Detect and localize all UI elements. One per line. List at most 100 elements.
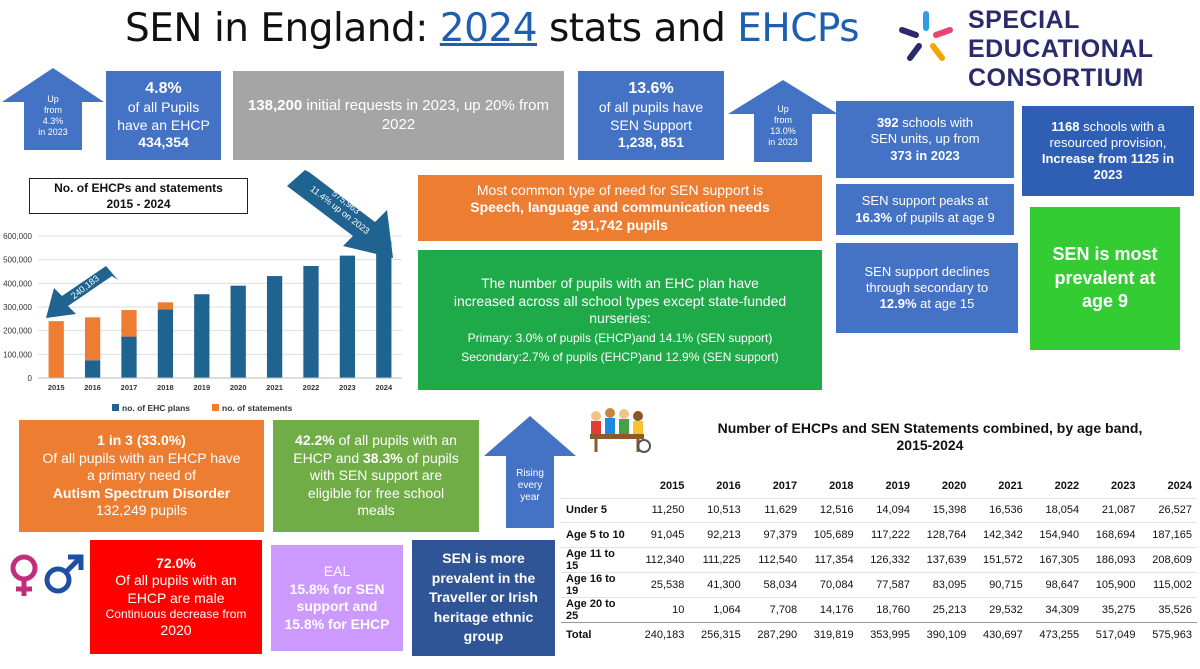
table-header-row: 2015 2016 2017 2018 2019 2020 2021 2022 … [561,474,1197,498]
table-cell: 18,054 [1027,497,1085,523]
row-label: Total [561,621,633,647]
bar-no-of-ehc-plans [121,336,137,378]
column-header: 2022 [1054,479,1080,492]
sen-peak-box: SEN support peaks at 16.3% of pupils at … [836,184,1014,235]
title-year: 2024 [439,6,538,51]
table-cell: 11,629 [745,497,803,523]
column-header: 2024 [1167,479,1192,492]
bar-no-of-statements [48,321,64,378]
column-header: 2016 [716,479,741,492]
table-cell: 7,708 [745,596,803,623]
table-cell: 35,526 [1140,596,1197,623]
table-row: Age 11 to 15 112,340 111,225 112,540 117,354… [561,546,1197,573]
table-cell: 10,513 [689,497,746,523]
table-cell: 353,995 [858,621,915,647]
table-cell: 15,398 [914,497,972,523]
table-cell: 14,176 [802,596,859,623]
x-tick-label: 2019 [193,383,210,392]
x-tick-label: 2018 [157,383,174,392]
table-cell: 29,532 [971,596,1028,623]
table-cell: 10 [633,596,690,623]
bar-no-of-ehc-plans [339,255,356,378]
legend-label: no. of statements [222,403,293,413]
column-header: 2021 [998,479,1023,492]
bar-no-of-ehc-plans [230,285,246,378]
table-cell: 575,963 [1140,621,1197,647]
table-cell: 58,034 [745,571,803,598]
table-cell: 12,516 [802,497,859,523]
sen-units-box: 392 schools with SEN units, up from 373 … [836,101,1014,178]
initial-requests-box: 138,200 initial requests in 2023, up 20%… [233,71,564,160]
table-cell: 168,694 [1084,522,1141,548]
table-row: Under 5 11,250 10,513 11,629 12,516 14,094 15,… [561,497,1197,523]
table-cell: 1,064 [689,596,746,623]
table-cell: 208,609 [1140,546,1197,573]
most-prevalent-age-box: SEN is most prevalent at age 9 [1030,207,1180,350]
chart-title: No. of EHCPs and statements 2015 - 2024 [29,178,248,214]
x-tick-label: 2023 [339,383,356,392]
table-cell: 473,255 [1027,621,1085,647]
column-header: 2017 [772,479,798,492]
table-cell: 112,340 [633,546,690,573]
table-cell: 105,900 [1084,571,1141,598]
table-cell: 91,045 [633,522,690,548]
table-cell: 137,639 [914,546,972,573]
resourced-provision-box: 1168 schools with a resourced provision,… [1022,106,1194,196]
star-burst-icon [899,11,953,61]
table-cell: 390,109 [914,621,972,647]
table-cell: 430,697 [971,621,1028,647]
column-header: 2019 [885,479,910,492]
x-tick-label: 2016 [84,383,101,392]
table-cell: 41,300 [689,571,746,598]
y-tick-label: 600,000 [3,232,32,241]
table-cell: 256,315 [689,621,746,647]
table-cell: 90,715 [971,571,1028,598]
bar-no-of-ehc-plans [303,265,319,378]
y-tick-label: 100,000 [3,350,32,359]
table-cell: 92,213 [689,522,746,548]
chart-callout-arrow-2015: 240,183 [46,266,118,318]
legend-swatch [112,404,119,411]
bar-no-of-ehc-plans [194,294,210,378]
table-cell: 35,275 [1084,596,1141,623]
x-tick-label: 2015 [48,383,65,392]
male-pupils-box: 72.0% Of all pupils with an EHCP are mal… [90,540,262,654]
y-tick-label: 300,000 [3,303,32,312]
table-cell: 142,342 [971,522,1028,548]
legend-label: no. of EHC plans [122,403,190,413]
table-cell: 11,250 [633,497,690,523]
x-tick-label: 2024 [375,383,393,392]
up-arrow-sen: Up from 13.0% in 2023 [728,80,838,162]
ehcp-statements-chart: 0 100,000 200,000 300,000 400,000 500,000 600,… [3,232,402,413]
table-cell: 117,222 [858,522,915,548]
table-cell: 21,087 [1084,497,1141,523]
rising-arrow: Rising every year [484,416,576,528]
up-arrow-ehcp: Up from 4.3% in 2023 [2,68,104,150]
bar-no-of-statements [121,310,137,337]
table-cell: 16,536 [971,497,1028,523]
row-label: Under 5 [561,497,633,523]
row-label: Age 11 to 15 [561,546,633,573]
table-cell: 240,183 [633,621,690,647]
x-tick-label: 2020 [230,383,247,392]
x-tick-label: 2021 [266,383,283,392]
row-label: Age 5 to 10 [561,522,633,548]
row-label: Age 20 to 25 [561,596,633,623]
free-school-meals-box: 42.2% of all pupils with an EHCP and 38.… [273,420,479,532]
page-title: SEN in England: 2024 stats and EHCPs [125,6,860,51]
table-cell: 14,094 [858,497,915,523]
autism-box: 1 in 3 (33.0%) Of all pupils with an EHC… [19,420,264,532]
gender-symbols-icon [10,554,84,596]
traveller-box: SEN is more prevalent in the Traveller o… [412,540,555,656]
table-cell: 105,689 [802,522,859,548]
table-cell: 83,095 [914,571,972,598]
table-cell: 77,587 [858,571,915,598]
table-row: Age 20 to 25 10 1,064 7,708 14,176 18,760 25,2… [561,596,1197,623]
table-cell: 26,527 [1140,497,1197,523]
table-cell: 167,305 [1027,546,1085,573]
bar-no-of-ehc-plans [376,241,392,378]
y-tick-label: 500,000 [3,256,32,265]
bar-no-of-statements [157,302,174,310]
bar-no-of-ehc-plans [84,360,101,378]
bar-no-of-statements [84,317,101,361]
